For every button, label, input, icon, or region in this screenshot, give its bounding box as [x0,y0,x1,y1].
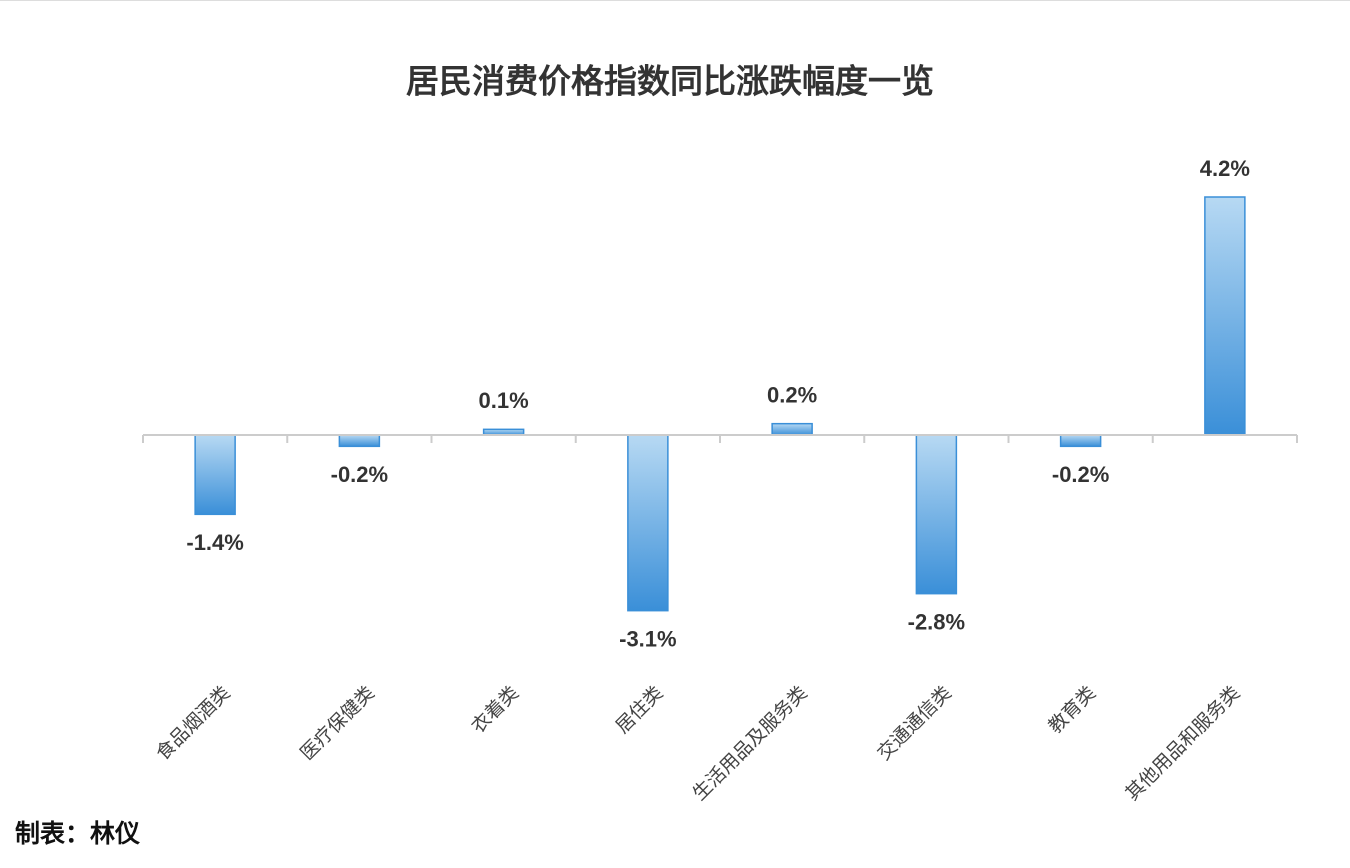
value-label: 0.1% [479,388,529,413]
bar [915,434,958,595]
x-tick-label: 生活用品及服务类 [689,682,812,805]
value-label: -0.2% [331,462,388,487]
bar [627,434,669,612]
value-label: 0.2% [767,382,817,407]
value-label: -0.2% [1052,462,1109,487]
value-label: 4.2% [1200,156,1250,181]
source-note: 制表：林仪 [15,819,141,848]
bar [1204,196,1246,436]
value-label: -3.1% [619,626,676,651]
x-tick-label: 居住类 [611,682,667,738]
bar [1059,434,1102,448]
x-tick-label: 交通通信类 [873,682,956,765]
bar [194,434,236,516]
bar [771,422,813,436]
x-tick-label: 其他用品和服务类 [1121,682,1244,805]
bar [338,434,381,448]
value-label: -2.8% [908,609,965,634]
chart-title: 居民消费价格指数同比涨跌幅度一览 [406,62,934,101]
x-tick-label: 衣着类 [467,682,523,738]
x-tick-label: 教育类 [1044,682,1100,738]
value-label: -1.4% [186,530,243,555]
x-tick-label: 医疗保健类 [296,682,379,765]
x-tick-label: 食品烟酒类 [152,682,235,765]
